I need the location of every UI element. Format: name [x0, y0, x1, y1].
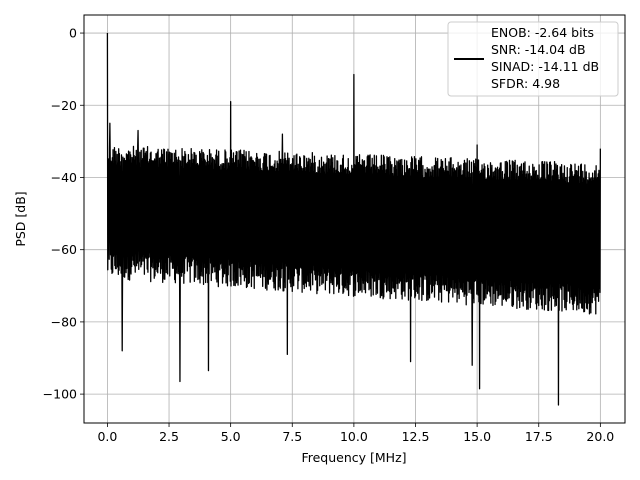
x-tick-label: 7.5 [282, 429, 302, 444]
x-tick-label: 20.0 [586, 429, 614, 444]
legend-entry-enob: ENOB: -2.64 bits [491, 25, 594, 40]
ticks-layer: 0.0 2.5 5.0 7.5 10.0 12.5 15.0 17.5 20.0 0 −20 −40 −… [43, 26, 615, 444]
plot-area [106, 33, 601, 406]
y-tick-label: −60 [51, 242, 77, 257]
y-tick-label: 0 [69, 26, 77, 41]
y-tick-label: −40 [51, 170, 77, 185]
x-tick-label: 10.0 [340, 429, 368, 444]
y-tick-label: −100 [43, 387, 77, 402]
legend-entry-sfdr: SFDR: 4.98 [491, 76, 560, 91]
y-tick-label: −80 [51, 314, 77, 329]
x-tick-label: 15.0 [463, 429, 491, 444]
x-axis-label: Frequency [MHz] [301, 450, 406, 465]
x-tick-label: 17.5 [525, 429, 553, 444]
y-axis-label: PSD [dB] [13, 191, 28, 246]
legend-entry-snr: SNR: -14.04 dB [491, 42, 586, 57]
plot-frame [83, 14, 626, 424]
x-tick-label: 2.5 [159, 429, 179, 444]
legend-box [447, 21, 619, 97]
legend: ENOB: -2.64 bits SNR: -14.04 dB SINAD: -… [447, 21, 619, 97]
psd-series-line [106, 33, 601, 406]
x-tick-label: 12.5 [402, 429, 430, 444]
legend-entry-sinad: SINAD: -14.11 dB [491, 59, 599, 74]
x-tick-label: 0.0 [97, 429, 117, 444]
y-tick-label: −20 [51, 98, 77, 113]
x-tick-label: 5.0 [221, 429, 241, 444]
